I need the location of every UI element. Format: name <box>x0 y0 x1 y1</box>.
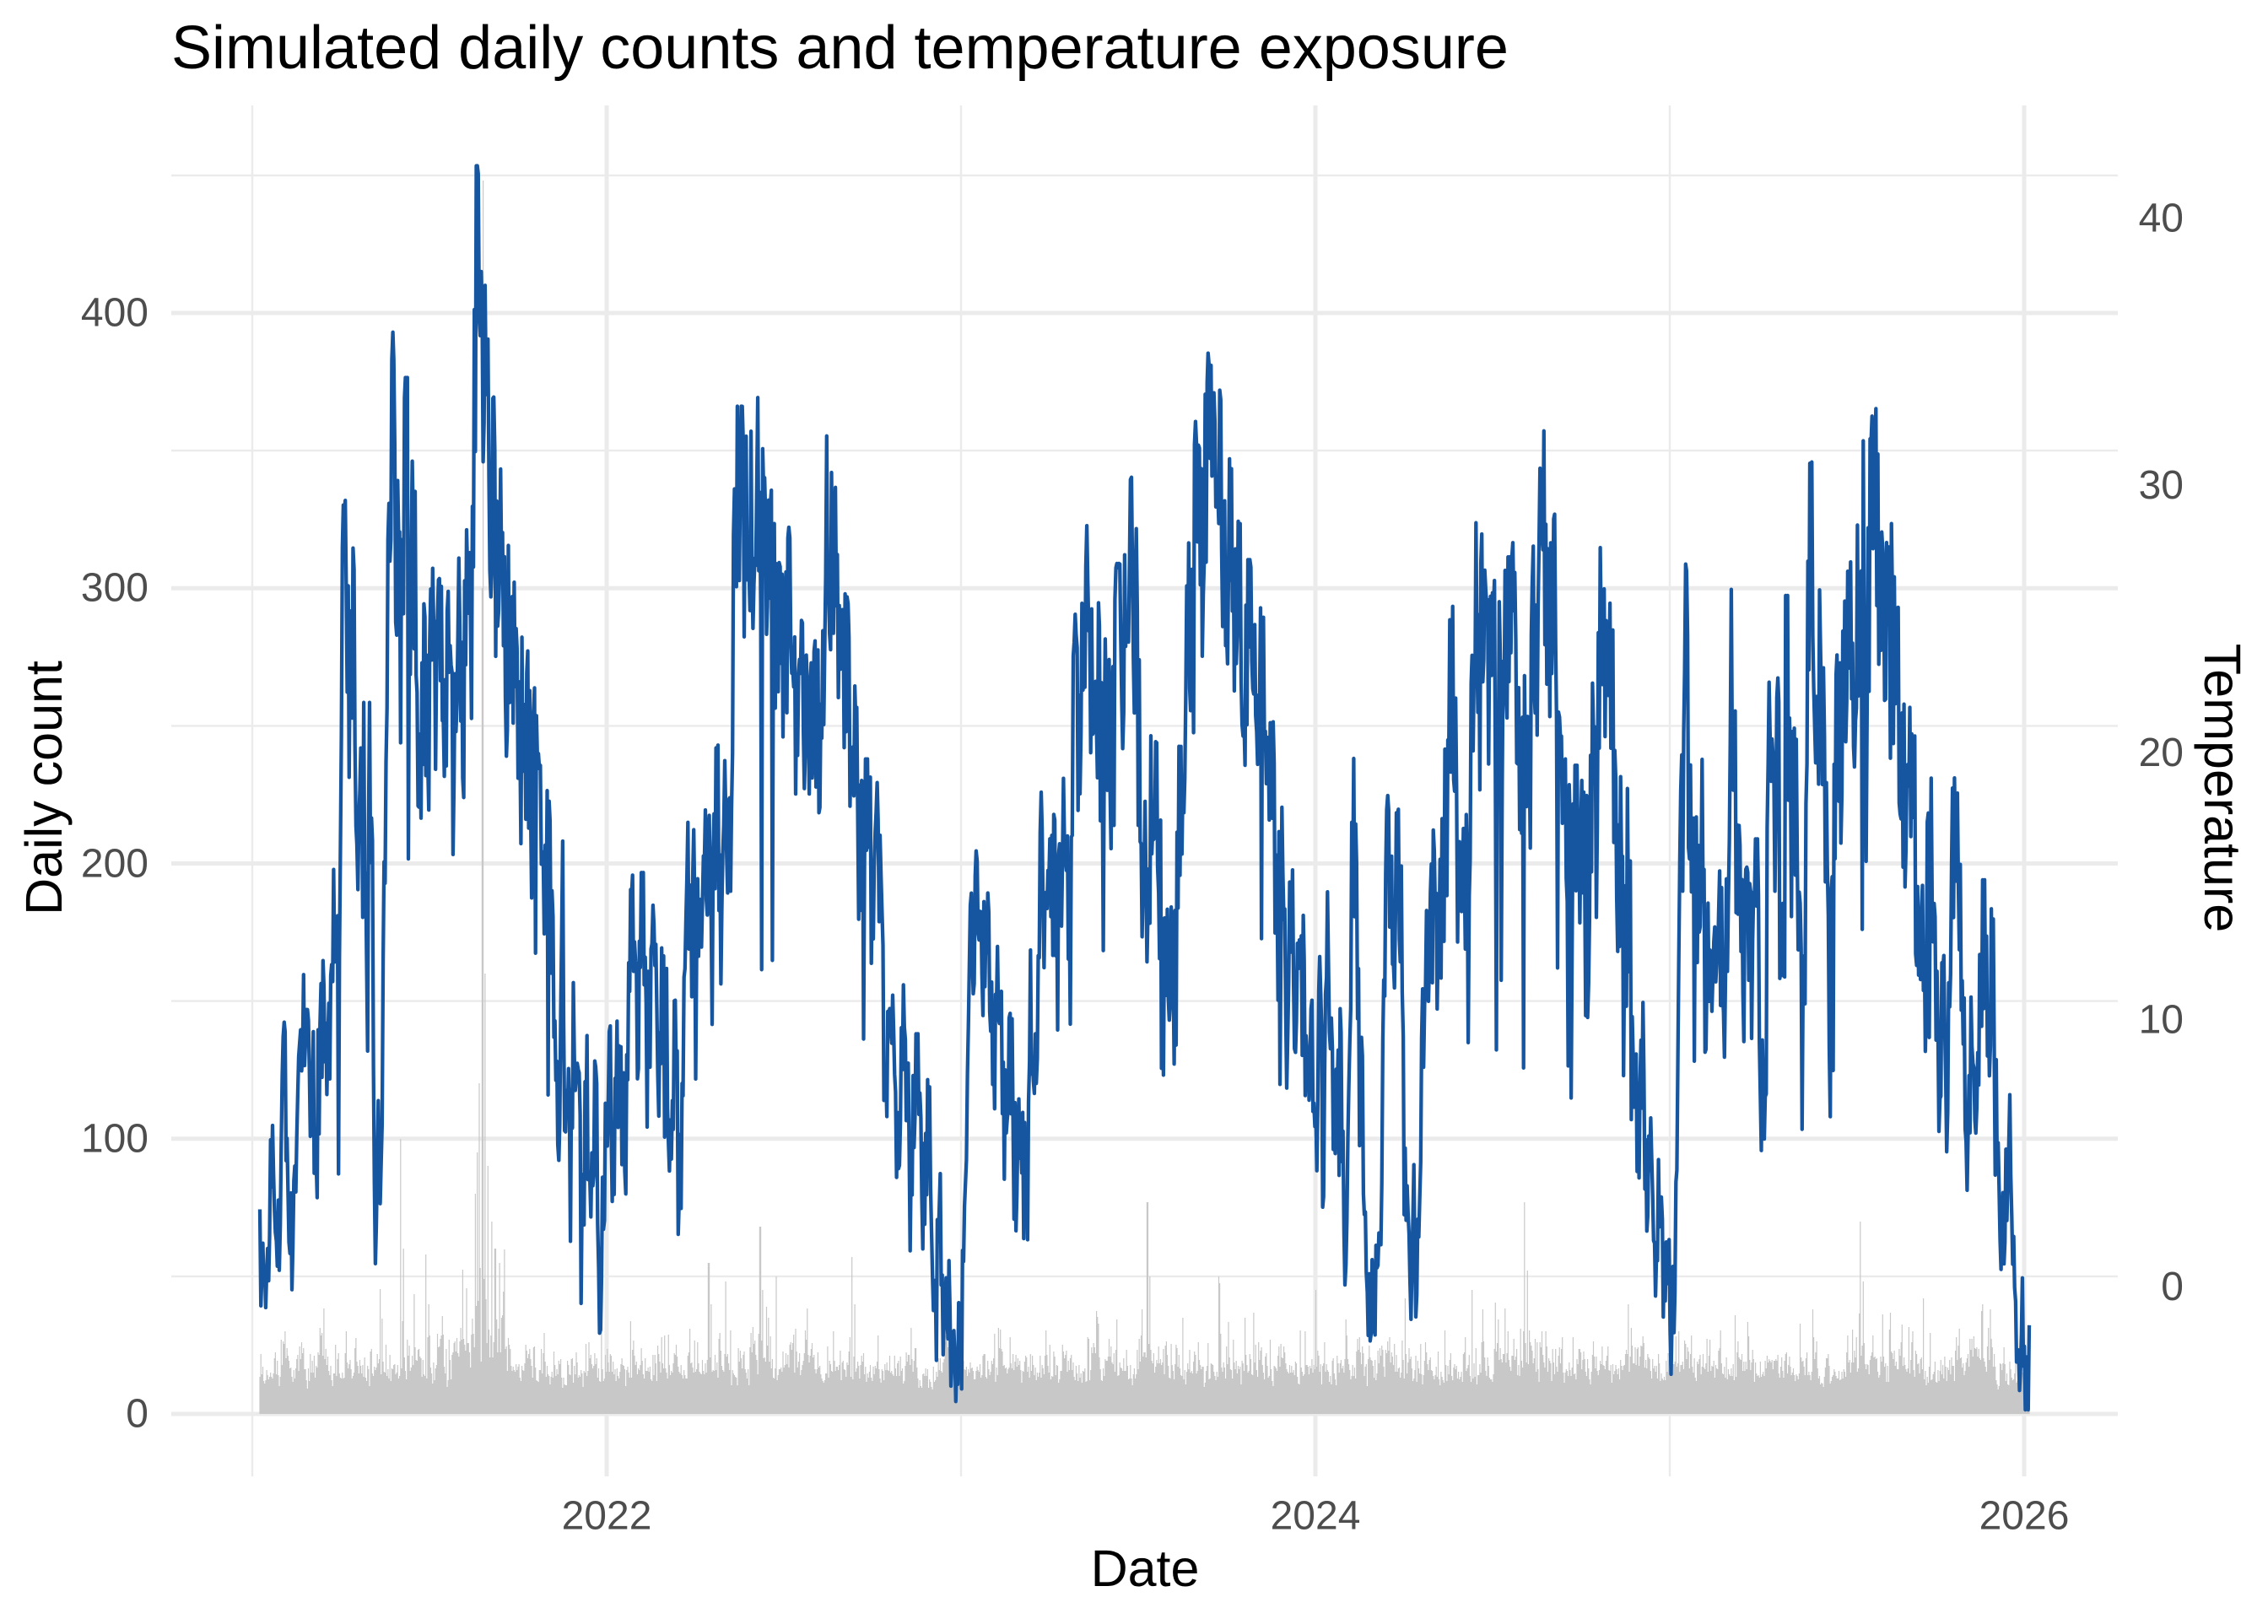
svg-text:200: 200 <box>81 842 148 887</box>
svg-text:400: 400 <box>81 291 148 336</box>
svg-text:2022: 2022 <box>562 1494 652 1539</box>
svg-text:Temperature: Temperature <box>2194 644 2251 932</box>
svg-text:0: 0 <box>2161 1265 2184 1309</box>
svg-text:Daily count: Daily count <box>15 661 73 915</box>
svg-text:40: 40 <box>2139 197 2184 241</box>
svg-text:2026: 2026 <box>1979 1494 2070 1539</box>
svg-text:300: 300 <box>81 566 148 611</box>
svg-text:Simulated daily counts and tem: Simulated daily counts and temperature e… <box>171 14 1509 82</box>
svg-text:0: 0 <box>126 1392 148 1437</box>
svg-text:20: 20 <box>2139 731 2184 775</box>
svg-text:30: 30 <box>2139 463 2184 508</box>
svg-text:10: 10 <box>2139 997 2184 1042</box>
svg-text:2024: 2024 <box>1271 1494 1361 1539</box>
svg-text:100: 100 <box>81 1117 148 1162</box>
svg-text:Date: Date <box>1091 1540 1200 1597</box>
